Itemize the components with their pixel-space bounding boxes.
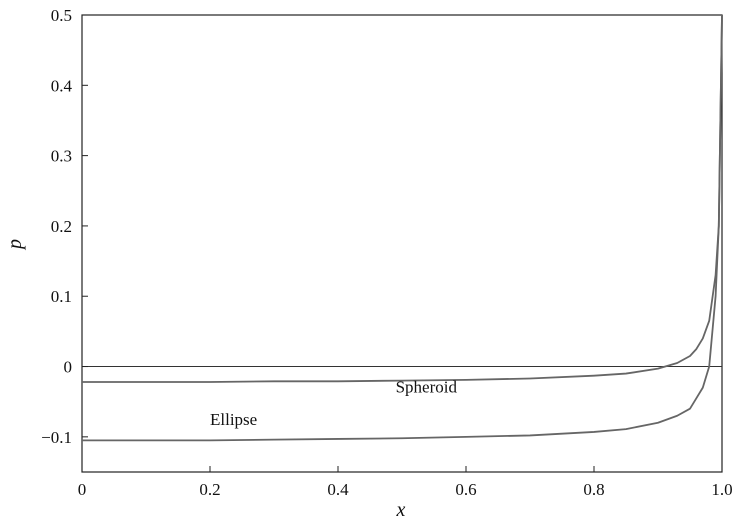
y-tick-label: −0.1 bbox=[41, 428, 72, 447]
x-tick-label: 0 bbox=[78, 480, 87, 499]
x-tick-label: 1.0 bbox=[711, 480, 732, 499]
plot-frame bbox=[81, 14, 723, 473]
plot-area-border bbox=[81, 14, 723, 473]
axis-ticks: 0 0.2 0.4 0.6 0.8 1.0 −0.1 0 0.1 0.2 0.3 0.4 0.5 bbox=[41, 6, 732, 499]
y-axis-label: p bbox=[4, 239, 26, 251]
y-tick-label: 0 bbox=[64, 358, 73, 377]
annotation-ellipse: Ellipse bbox=[210, 410, 257, 429]
y-tick-label: 0.3 bbox=[51, 147, 72, 166]
y-tick-label: 0.5 bbox=[51, 6, 72, 25]
series-line-spheroid bbox=[82, 14, 723, 383]
y-tick-label: 0.4 bbox=[51, 76, 73, 95]
series-annotations: Spheroid Ellipse bbox=[210, 378, 457, 429]
x-tick-label: 0.8 bbox=[583, 480, 604, 499]
x-axis-label: x bbox=[396, 499, 406, 521]
series-lines bbox=[82, 14, 723, 442]
x-tick-label: 0.2 bbox=[199, 480, 220, 499]
series-line-ellipse bbox=[82, 14, 723, 442]
x-tick-label: 0.6 bbox=[455, 480, 476, 499]
y-tick-label: 0.2 bbox=[51, 217, 72, 236]
y-tick-label: 0.1 bbox=[51, 287, 72, 306]
x-tick-label: 0.4 bbox=[327, 480, 349, 499]
annotation-spheroid: Spheroid bbox=[396, 378, 458, 397]
